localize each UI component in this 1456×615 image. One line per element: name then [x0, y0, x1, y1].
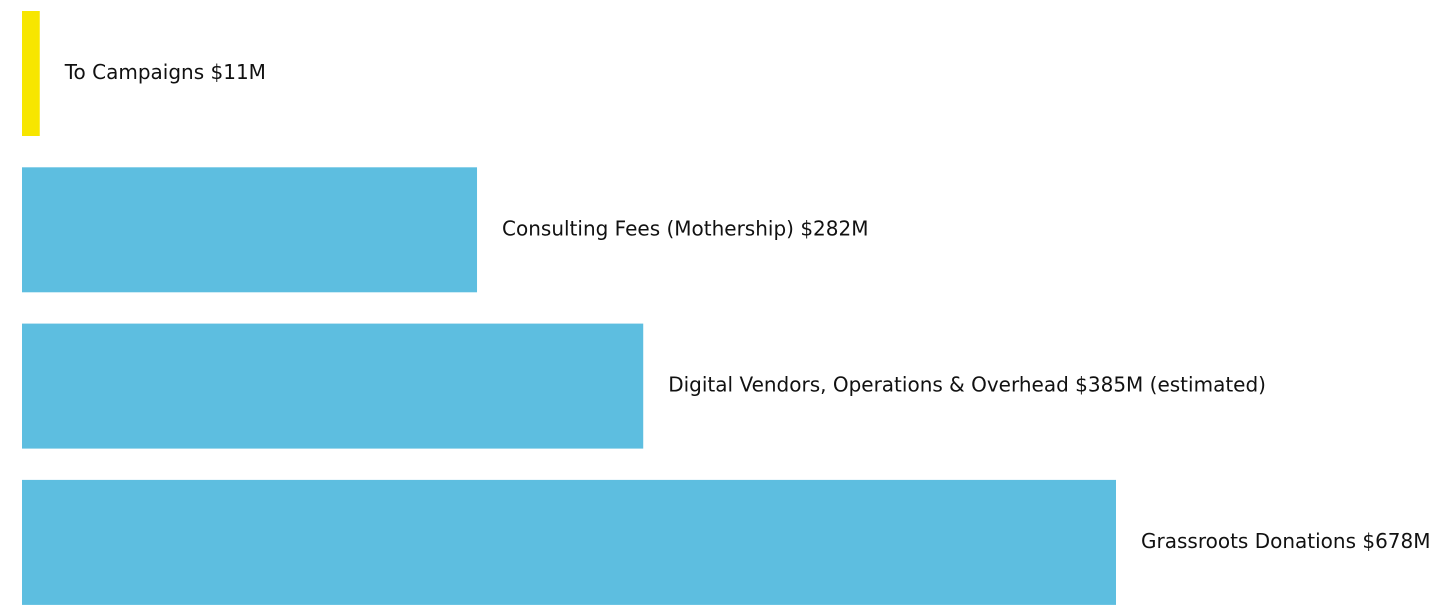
bar-2	[22, 323, 644, 449]
bar-3	[22, 479, 1116, 605]
bar-label-0: To Campaigns $11M	[64, 60, 266, 84]
bar-0	[22, 11, 40, 136]
bar-1	[22, 167, 478, 293]
bars-group	[22, 11, 1116, 605]
bar-labels-group: To Campaigns $11M Consulting Fees (Mother…	[64, 60, 1431, 553]
bar-label-2: Digital Vendors, Operations & Overhead $…	[668, 373, 1266, 397]
bar-label-3: Grassroots Donations $678M	[1141, 529, 1431, 553]
bar-label-1: Consulting Fees (Mothership) $282M	[502, 216, 868, 240]
